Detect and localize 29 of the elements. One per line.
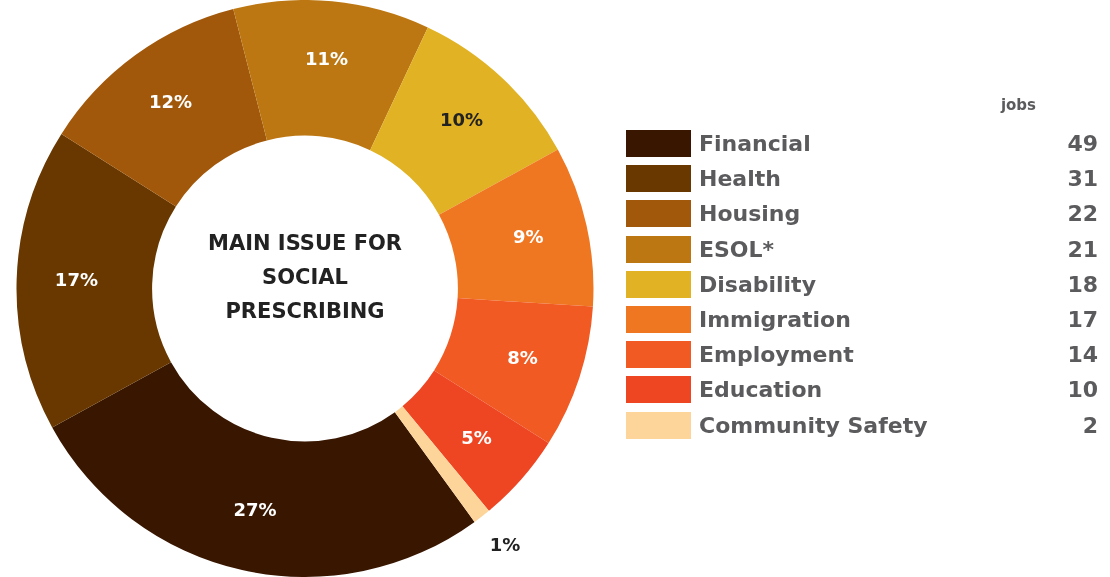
legend-label: Health xyxy=(699,166,782,192)
text: 49 xyxy=(1067,131,1098,157)
legend-label: Housing xyxy=(699,201,802,227)
data-label: 9% xyxy=(512,226,544,248)
text: 10 xyxy=(1067,377,1098,403)
data-label: 8% xyxy=(507,346,538,368)
text: MAIN ISSUE FOR SOCIAL PRESCRIBING xyxy=(207,230,403,323)
text: 21 xyxy=(1067,236,1098,262)
text: 22 xyxy=(1067,201,1098,227)
text: 17 xyxy=(1067,307,1098,333)
legend-label: Employment xyxy=(699,342,855,368)
data-label: 12% xyxy=(149,91,193,113)
text: 14 xyxy=(1067,342,1098,368)
text: 2 xyxy=(1082,412,1098,438)
data-label: 1% xyxy=(489,534,521,556)
text: 18 xyxy=(1067,271,1098,297)
data-label: 10% xyxy=(440,109,484,131)
legend-label: Financial xyxy=(699,131,812,157)
data-label: 17% xyxy=(54,268,98,290)
legend-title: jobs xyxy=(999,96,1037,116)
data-label: 5% xyxy=(461,427,492,449)
legend-label: ESOL* xyxy=(699,236,776,262)
legend-label: Education xyxy=(699,377,824,403)
data-label: 27% xyxy=(233,499,277,521)
legend-label: Immigration xyxy=(699,307,852,333)
legend-label: Community Safety xyxy=(699,412,929,438)
data-label: 11% xyxy=(304,48,349,70)
legend-label: Disability xyxy=(699,271,817,297)
text: 31 xyxy=(1067,166,1098,192)
